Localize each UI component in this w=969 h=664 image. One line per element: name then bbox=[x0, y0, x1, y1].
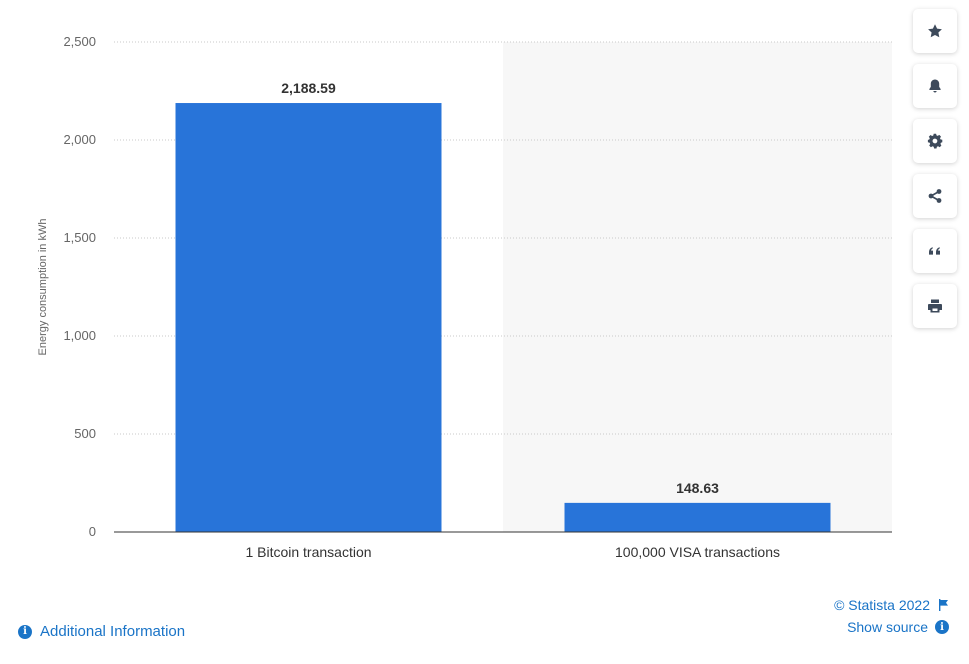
bell-icon bbox=[929, 79, 941, 93]
y-tick-label: 1,500 bbox=[63, 230, 96, 245]
show-source-row[interactable]: Show source i bbox=[834, 618, 949, 636]
flag-icon[interactable] bbox=[938, 599, 949, 611]
cite-button[interactable] bbox=[913, 229, 957, 273]
highlight-band bbox=[503, 42, 892, 532]
additional-information-link[interactable]: i Additional Information bbox=[18, 623, 185, 640]
additional-information-label: Additional Information bbox=[40, 623, 186, 640]
info-icon: i bbox=[18, 624, 32, 639]
notify-button[interactable] bbox=[913, 64, 957, 108]
show-source-link[interactable]: Show source bbox=[847, 619, 928, 635]
y-tick-label: 2,000 bbox=[63, 132, 96, 147]
x-category-label: 1 Bitcoin transaction bbox=[245, 544, 371, 560]
x-category-label: 100,000 VISA transactions bbox=[615, 544, 780, 560]
y-tick-label: 0 bbox=[89, 524, 96, 539]
printer-icon bbox=[928, 299, 942, 313]
settings-button[interactable] bbox=[913, 119, 957, 163]
x-axis-labels: 1 Bitcoin transaction 100,000 VISA transa… bbox=[245, 544, 780, 560]
copyright-row: © Statista 2022 bbox=[834, 596, 949, 614]
bar-value-label: 2,188.59 bbox=[281, 80, 336, 96]
bars: 2,188.59 148.63 bbox=[175, 80, 831, 532]
y-tick-label: 500 bbox=[74, 426, 96, 441]
star-icon bbox=[928, 24, 942, 38]
info-icon[interactable]: i bbox=[935, 620, 949, 634]
gear-icon bbox=[927, 133, 943, 149]
y-tick-label: 1,000 bbox=[63, 328, 96, 343]
bar[interactable] bbox=[564, 502, 831, 532]
share-button[interactable] bbox=[913, 174, 957, 218]
share-icon bbox=[928, 189, 942, 203]
chart-toolbar bbox=[913, 9, 959, 339]
footer-right: © Statista 2022 Show source i bbox=[834, 596, 949, 640]
copyright-link[interactable]: © Statista 2022 bbox=[834, 597, 930, 613]
print-button[interactable] bbox=[913, 284, 957, 328]
bar[interactable] bbox=[175, 103, 442, 532]
y-axis-title: Energy consumption in kWh bbox=[37, 219, 49, 356]
y-tick-label: 2,500 bbox=[63, 34, 96, 49]
quote-icon bbox=[929, 247, 940, 255]
y-axis-ticks: 0 500 1,000 1,500 2,000 2,500 bbox=[63, 34, 96, 539]
favorite-button[interactable] bbox=[913, 9, 957, 53]
bar-value-label: 148.63 bbox=[676, 480, 719, 496]
